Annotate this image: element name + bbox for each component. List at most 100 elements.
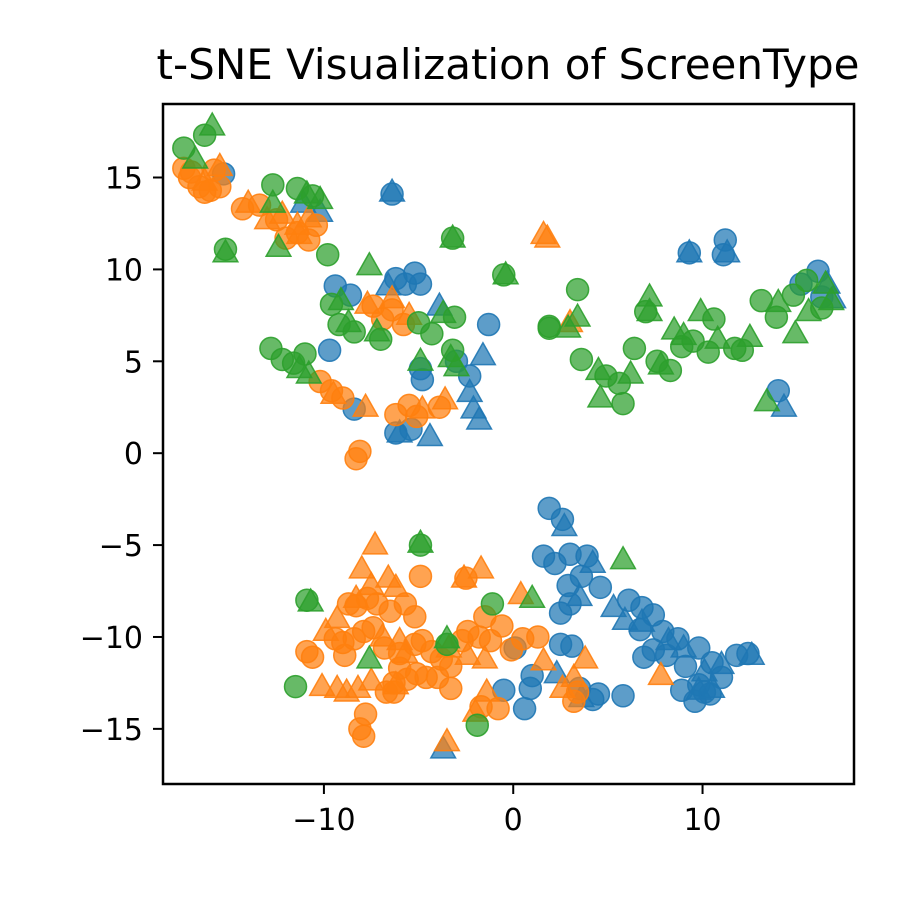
data-point-triangle [738, 640, 766, 665]
x-tick-label: −10 [292, 803, 355, 838]
plot-frame [161, 102, 856, 786]
data-point-triangle [206, 151, 234, 177]
data-point-circle [410, 367, 435, 392]
data-point-triangle [198, 111, 226, 136]
data-point-triangle [675, 238, 703, 263]
data-point-triangle [635, 297, 664, 322]
data-point-triangle [781, 319, 809, 344]
data-point-circle [476, 312, 501, 337]
data-point-triangle [181, 144, 209, 169]
data-point-triangle [259, 188, 287, 213]
data-point-triangle [353, 289, 382, 314]
data-point-triangle [565, 582, 594, 607]
data-point-triangle [211, 238, 240, 263]
data-point-triangle [586, 383, 614, 408]
data-point-circle [673, 654, 698, 679]
data-point-triangle [669, 633, 698, 658]
data-point-circle [408, 564, 433, 589]
data-point-circle [283, 674, 308, 699]
x-axis: −10 0 10 [292, 784, 722, 838]
data-point-triangle [355, 644, 383, 669]
data-point-circle [332, 643, 357, 668]
data-point-triangle [391, 638, 419, 664]
data-point-triangle [382, 572, 410, 597]
data-point-triangle [518, 583, 546, 608]
data-point-triangle [319, 379, 348, 404]
data-point-triangle [297, 587, 325, 612]
y-tick-label: 5 [124, 345, 143, 380]
data-point-triangle [753, 387, 781, 412]
data-point-circle [565, 277, 590, 302]
data-point-triangle [454, 640, 482, 665]
y-tick-label: 15 [105, 162, 143, 197]
data-point-triangle [386, 418, 414, 443]
data-point-triangle [492, 260, 520, 285]
data-point-triangle [473, 677, 501, 702]
data-point-triangle [378, 177, 406, 202]
y-tick-label: −15 [80, 713, 143, 748]
data-point-triangle [704, 324, 732, 349]
data-point-triangle [467, 554, 495, 579]
data-point-triangle [817, 286, 845, 311]
chart-title: t-SNE Visualization of ScreenType [157, 40, 860, 89]
data-point-triangle [611, 605, 639, 631]
data-point-triangle [764, 287, 792, 313]
data-point-circle [465, 713, 490, 737]
data-point-triangle [465, 405, 493, 430]
data-point-triangle [431, 385, 459, 410]
data-point-triangle [234, 188, 262, 213]
points-layer [172, 111, 847, 759]
data-point-triangle [654, 626, 683, 651]
data-point-triangle [560, 662, 588, 687]
data-point-circle [420, 321, 444, 346]
y-axis: 15 10 5 0 −5 −10 −15 [80, 162, 163, 748]
data-point-triangle [533, 223, 561, 248]
data-point-triangle [433, 727, 461, 752]
data-point-triangle [357, 666, 385, 691]
data-point-circle [315, 242, 340, 267]
data-point-triangle [471, 644, 499, 669]
data-point-triangle [698, 673, 726, 699]
data-point-circle [632, 645, 656, 669]
data-point-circle [403, 605, 427, 629]
data-point-triangle [406, 346, 435, 371]
y-tick-label: −10 [80, 621, 143, 656]
data-point-triangle [382, 670, 410, 695]
y-tick-label: 0 [124, 437, 143, 472]
x-tick-label: 0 [504, 803, 523, 838]
data-point-triangle [312, 616, 340, 642]
data-point-triangle [408, 394, 436, 419]
data-point-circle [351, 724, 376, 748]
data-point-triangle [406, 528, 435, 553]
data-point-triangle [442, 352, 471, 377]
data-point-circle [548, 601, 573, 625]
data-point-triangle [348, 554, 376, 579]
data-point-triangle [599, 593, 628, 618]
y-tick-label: 10 [105, 253, 143, 288]
data-point-triangle [628, 607, 656, 632]
data-point-circle [537, 314, 561, 339]
data-point-triangle [416, 422, 444, 447]
data-point-triangle [295, 203, 323, 228]
data-point-circle [548, 632, 573, 657]
data-point-triangle [355, 251, 383, 276]
data-point-triangle [794, 297, 823, 322]
data-point-circle [512, 696, 537, 721]
data-point-triangle [736, 322, 764, 347]
data-point-triangle [707, 650, 736, 675]
data-point-triangle [713, 238, 741, 263]
data-point-circle [518, 676, 543, 701]
data-point-triangle [433, 624, 461, 649]
data-point-triangle [647, 350, 675, 375]
data-point-circle [480, 592, 505, 616]
data-point-triangle [469, 341, 497, 366]
data-point-triangle [293, 179, 321, 204]
data-point-triangle [647, 661, 675, 686]
data-point-triangle [264, 232, 293, 257]
data-point-triangle [609, 545, 637, 570]
data-point-triangle [584, 355, 613, 381]
data-point-triangle [308, 672, 336, 697]
data-point-circle [344, 446, 368, 471]
y-tick-label: −5 [99, 529, 143, 564]
